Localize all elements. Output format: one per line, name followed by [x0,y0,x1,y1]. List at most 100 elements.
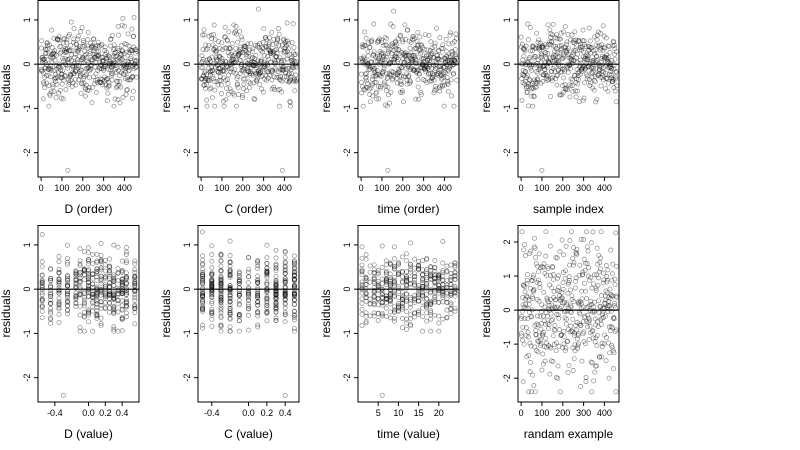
data-point [583,64,589,70]
data-point [415,67,421,73]
data-point [545,22,551,28]
data-point [564,39,570,45]
data-point [200,293,206,298]
data-point [371,274,377,280]
data-point [541,63,547,68]
data-point [448,281,454,287]
data-point [605,304,610,310]
data-point [573,55,579,61]
data-point [611,42,617,48]
data-point [375,281,381,287]
data-point [291,270,297,276]
data-point [603,313,608,319]
data-point [395,302,401,308]
data-point [391,315,397,321]
data-point [448,30,453,36]
data-point [115,298,121,304]
data-point [379,310,385,316]
data-point [568,76,574,82]
data-point [420,294,426,300]
data-point [581,42,587,48]
x-tick-label: 0.4 [279,408,292,418]
data-point [361,54,367,60]
data-point [200,272,206,278]
data-point [227,315,233,321]
data-point [550,55,556,61]
data-point [93,43,99,49]
data-point [73,68,79,74]
data-point [538,326,544,332]
data-point [52,57,58,63]
data-point [99,66,104,72]
data-point [88,62,93,68]
data-point [128,54,134,60]
data-point [376,84,382,89]
data-point [221,68,227,74]
data-point [273,53,279,59]
data-point [440,277,446,283]
data-point [56,279,62,285]
data-point [218,277,224,283]
data-point [56,280,62,286]
data-point [53,75,59,81]
data-point [553,348,559,354]
data-point [614,263,619,269]
data-point [366,66,372,72]
data-point [282,305,288,311]
data-point [91,54,97,60]
data-point [98,299,104,305]
data-point [237,50,243,56]
data-point [284,74,289,79]
data-point [215,62,221,68]
data-point [375,58,381,64]
data-point [404,279,409,284]
data-point [115,78,121,84]
data-point [104,98,110,104]
data-point [129,75,135,81]
data-point [440,46,446,52]
data-point [445,58,450,64]
data-point [560,286,566,292]
data-point [391,281,397,287]
data-point [554,32,559,38]
data-point [519,337,525,343]
data-point [264,281,270,287]
data-point [558,43,564,49]
y-tick-label: 0 [182,287,192,292]
data-point [527,309,532,315]
data-point [601,56,607,62]
data-point [100,58,106,64]
data-point [537,343,543,349]
data-point [417,34,423,40]
data-point [385,47,391,53]
data-point [266,47,272,53]
data-point [603,358,609,364]
data-point [125,77,131,83]
data-point [86,268,91,274]
data-point [271,86,277,92]
data-point [592,51,598,57]
data-point [94,49,100,55]
data-point [403,50,409,56]
data-point [529,314,535,320]
data-point [251,80,257,86]
data-point [132,47,138,53]
data-point [538,55,544,61]
data-point [363,58,368,64]
data-point [392,43,398,49]
data-point [566,82,572,88]
data-point [540,313,546,319]
data-point [73,296,79,302]
data-point [375,296,381,302]
data-point [200,56,206,62]
data-point [211,22,217,28]
data-point [292,78,298,84]
data-point [391,283,397,288]
data-point [123,270,129,276]
data-point [119,279,125,285]
data-point [115,291,121,297]
data-point [527,77,533,83]
data-point [412,277,418,283]
data-point [218,291,224,297]
data-point [564,302,570,308]
